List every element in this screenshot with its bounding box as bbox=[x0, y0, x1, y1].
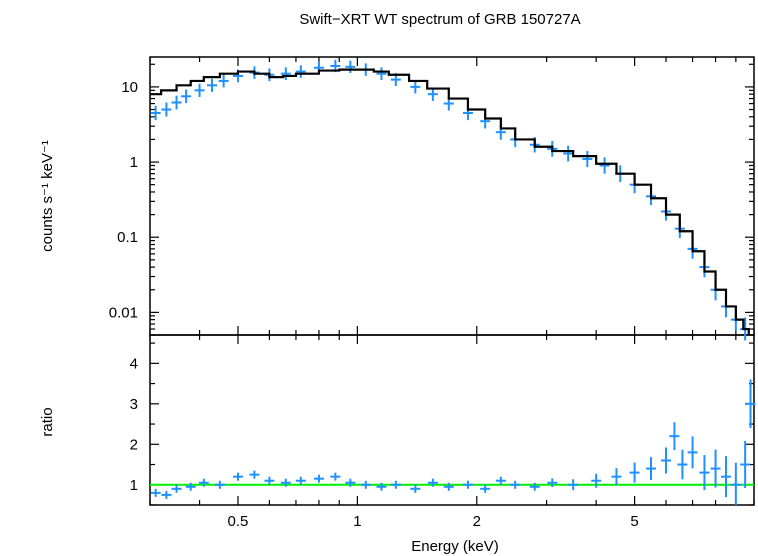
chart-title: Swift−XRT WT spectrum of GRB 150727A bbox=[299, 11, 580, 28]
x-tick-label: 5 bbox=[630, 513, 638, 530]
ratio-y-tick-label: 4 bbox=[130, 355, 138, 372]
spectrum-model-curve bbox=[150, 68, 750, 335]
ratio-panel-frame bbox=[149, 334, 755, 506]
spectrum-axes: 0.01 0.1 1 10 bbox=[109, 57, 755, 336]
ratio-axes: 0.5 1 2 5 1 2 3 4 bbox=[130, 335, 755, 530]
spectrum-data-points bbox=[150, 59, 751, 341]
spectrum-y-tick-label: 10 bbox=[121, 79, 138, 96]
ratio-y-tick-label: 3 bbox=[130, 396, 138, 413]
ratio-y-axis-label: ratio bbox=[39, 407, 56, 436]
x-axis-label: Energy (keV) bbox=[411, 538, 499, 555]
x-tick-label: 0.5 bbox=[228, 513, 249, 530]
x-tick-label: 2 bbox=[473, 513, 481, 530]
spectrum-y-tick-label: 0.1 bbox=[117, 229, 138, 246]
ratio-data-points bbox=[150, 379, 756, 505]
x-tick-label: 1 bbox=[353, 513, 361, 530]
spectrum-y-tick-label: 1 bbox=[130, 154, 138, 171]
spectrum-y-axis-label: counts s⁻¹ keV⁻¹ bbox=[39, 140, 56, 252]
ratio-y-tick-label: 2 bbox=[130, 436, 138, 453]
spectrum-model-line bbox=[150, 68, 750, 335]
ratio-y-tick-label: 1 bbox=[130, 477, 138, 494]
spectrum-y-tick-label: 0.01 bbox=[109, 304, 138, 321]
